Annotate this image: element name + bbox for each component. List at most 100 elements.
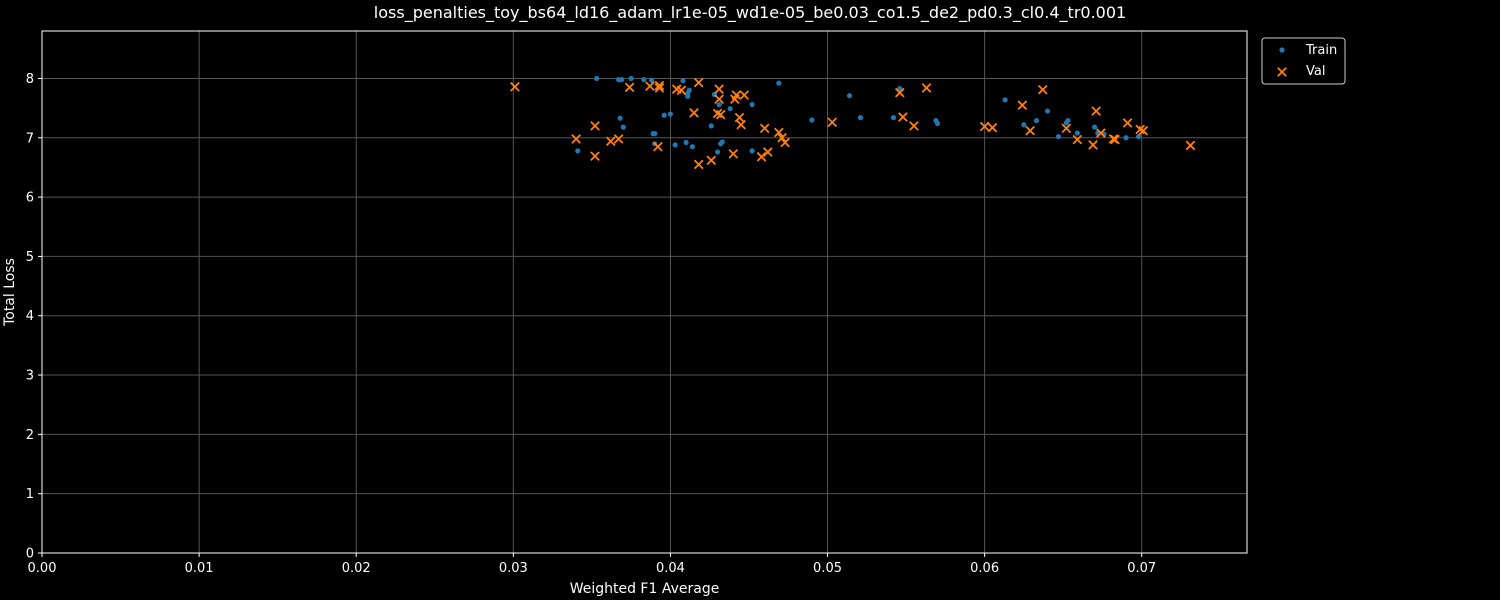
val-point — [898, 112, 908, 122]
train-point — [749, 148, 755, 154]
val-point — [777, 132, 787, 143]
train-point — [648, 77, 655, 83]
train-point — [857, 115, 864, 121]
train-point — [650, 131, 656, 137]
train-point — [1002, 97, 1008, 103]
val-point — [773, 127, 784, 138]
val-point — [693, 77, 704, 88]
train-point — [1092, 124, 1098, 130]
train-point — [672, 142, 678, 148]
val-point — [728, 148, 739, 159]
legend-train-marker — [1279, 47, 1285, 53]
plot-frame — [41, 30, 1248, 554]
x-tick-label: 0.05 — [813, 561, 842, 576]
val-point — [1110, 134, 1120, 145]
train-point — [1044, 108, 1051, 114]
val-point — [1088, 140, 1098, 150]
y-tick-label: 1 — [26, 487, 34, 502]
val-point — [1072, 134, 1083, 145]
val-point — [987, 122, 998, 133]
y-tick-label: 7 — [26, 131, 34, 146]
train-point — [689, 144, 696, 150]
train-point — [1123, 135, 1129, 141]
series-train — [575, 75, 1142, 155]
x-tick-label: 0.01 — [185, 561, 214, 576]
x-axis-label: Weighted F1 Average — [570, 581, 720, 597]
x-tick-label: 0.04 — [656, 561, 685, 576]
train-point — [641, 77, 647, 83]
val-point — [510, 81, 520, 92]
train-point — [1021, 122, 1027, 128]
train-point — [716, 101, 722, 108]
val-point — [979, 121, 990, 132]
x-tick-label: 0.02 — [342, 561, 371, 576]
val-point — [676, 85, 687, 96]
val-point — [645, 81, 655, 92]
val-point — [734, 112, 745, 123]
val-point — [624, 82, 635, 93]
train-point — [708, 123, 714, 129]
train-point — [934, 120, 941, 127]
y-tick-label: 2 — [26, 428, 34, 443]
train-point — [685, 93, 691, 99]
val-point — [736, 119, 746, 130]
val-point — [714, 94, 724, 105]
val-point — [762, 147, 773, 157]
val-point — [739, 90, 750, 100]
train-point — [846, 93, 853, 99]
legend-val-x — [1277, 67, 1287, 77]
train-point — [617, 115, 623, 121]
val-point — [780, 137, 790, 148]
val-point — [1096, 128, 1106, 138]
x-tick-label: 0.06 — [970, 561, 999, 576]
y-tick-label: 6 — [26, 191, 34, 206]
y-axis: 0 1 2 3 4 5 6 7 8 — [26, 72, 42, 562]
val-point — [689, 108, 699, 118]
y-tick-label: 3 — [26, 369, 34, 384]
train-point — [897, 85, 903, 92]
y-tick-label: 5 — [26, 250, 34, 265]
train-point — [628, 75, 634, 82]
train-point — [890, 115, 897, 121]
val-point — [756, 151, 767, 162]
train-point — [667, 111, 674, 117]
x-tick-label: 0.03 — [499, 561, 528, 576]
val-point — [1091, 106, 1102, 116]
train-point — [714, 149, 721, 155]
train-point — [727, 106, 733, 112]
train-point — [575, 148, 581, 154]
x-tick-label: 0.00 — [28, 561, 57, 576]
x-axis: 0.00 0.01 0.02 0.03 0.04 0.05 0.06 0.07 — [28, 553, 1156, 576]
series-val — [510, 77, 1196, 170]
train-point — [680, 78, 686, 84]
train-point — [1055, 133, 1062, 140]
val-point — [1017, 100, 1028, 110]
legend-train-label: Train — [1305, 43, 1337, 58]
chart-title: loss_penalties_toy_bs64_ld16_adam_lr1e-0… — [374, 3, 1126, 23]
val-point — [759, 123, 770, 134]
val-point — [1061, 123, 1072, 134]
legend-val-label: Val — [1306, 64, 1325, 79]
val-point — [1135, 124, 1146, 135]
train-point — [593, 75, 600, 82]
train-point — [776, 80, 782, 86]
train-point — [620, 124, 626, 130]
data-points — [510, 75, 1196, 170]
y-tick-label: 8 — [26, 72, 34, 87]
val-point — [1025, 125, 1036, 136]
y-axis-label: Total Loss — [2, 258, 18, 327]
val-point — [909, 121, 919, 131]
train-point — [683, 139, 689, 146]
train-point — [619, 77, 625, 83]
val-point — [605, 136, 616, 147]
val-point — [571, 134, 581, 144]
val-point — [715, 109, 726, 120]
train-point — [809, 117, 815, 123]
y-tick-label: 4 — [26, 309, 34, 324]
x-tick-label: 0.07 — [1127, 561, 1156, 576]
val-point — [1037, 84, 1048, 95]
val-point — [590, 151, 600, 161]
train-point — [1063, 120, 1069, 126]
